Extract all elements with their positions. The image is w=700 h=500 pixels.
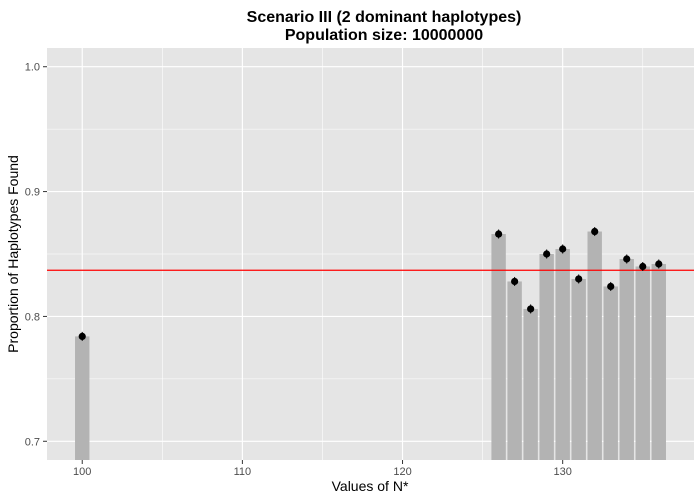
bar: [651, 263, 666, 460]
data-point: [639, 262, 647, 271]
points: [78, 227, 663, 341]
bar: [571, 278, 586, 460]
y-tick-label: 0.8: [25, 311, 40, 323]
y-tick-label: 1.0: [25, 62, 40, 74]
chart-title: Scenario III (2 dominant haplotypes): [247, 9, 522, 26]
x-tick-label: 110: [234, 466, 252, 478]
x-tick-label: 100: [73, 466, 91, 478]
x-axis-label: Values of N*: [332, 478, 409, 494]
bar: [523, 308, 538, 460]
bar: [539, 254, 554, 460]
data-point: [78, 332, 86, 340]
data-point: [511, 277, 519, 286]
bar: [555, 249, 570, 460]
data-point: [607, 282, 615, 291]
data-point: [495, 230, 503, 238]
grid-minor: [47, 48, 694, 460]
y-axis-ticks: 0.7 0.8 0.9 1.0: [25, 62, 47, 448]
bar: [619, 258, 634, 460]
data-point: [655, 260, 663, 268]
x-tick-label: 130: [553, 466, 571, 478]
bar: [603, 286, 618, 460]
data-point: [591, 227, 599, 236]
data-point: [543, 250, 551, 258]
y-axis-label: Proportion of Haplotypes Found: [5, 155, 21, 353]
y-tick-label: 0.9: [25, 187, 40, 199]
data-point: [623, 255, 631, 263]
bar: [635, 266, 650, 460]
data-point: [559, 245, 567, 253]
bar: [587, 231, 602, 460]
data-point: [527, 305, 535, 313]
chart-subtitle: Population size: 10000000: [285, 27, 483, 44]
bar: [491, 234, 506, 460]
x-axis-ticks: 100 110 120 130: [73, 460, 572, 478]
bars: [75, 231, 666, 460]
y-tick-label: 0.7: [25, 436, 40, 448]
data-point: [575, 275, 583, 283]
bar: [75, 336, 90, 460]
x-tick-label: 120: [393, 466, 411, 478]
bar: [507, 281, 522, 460]
